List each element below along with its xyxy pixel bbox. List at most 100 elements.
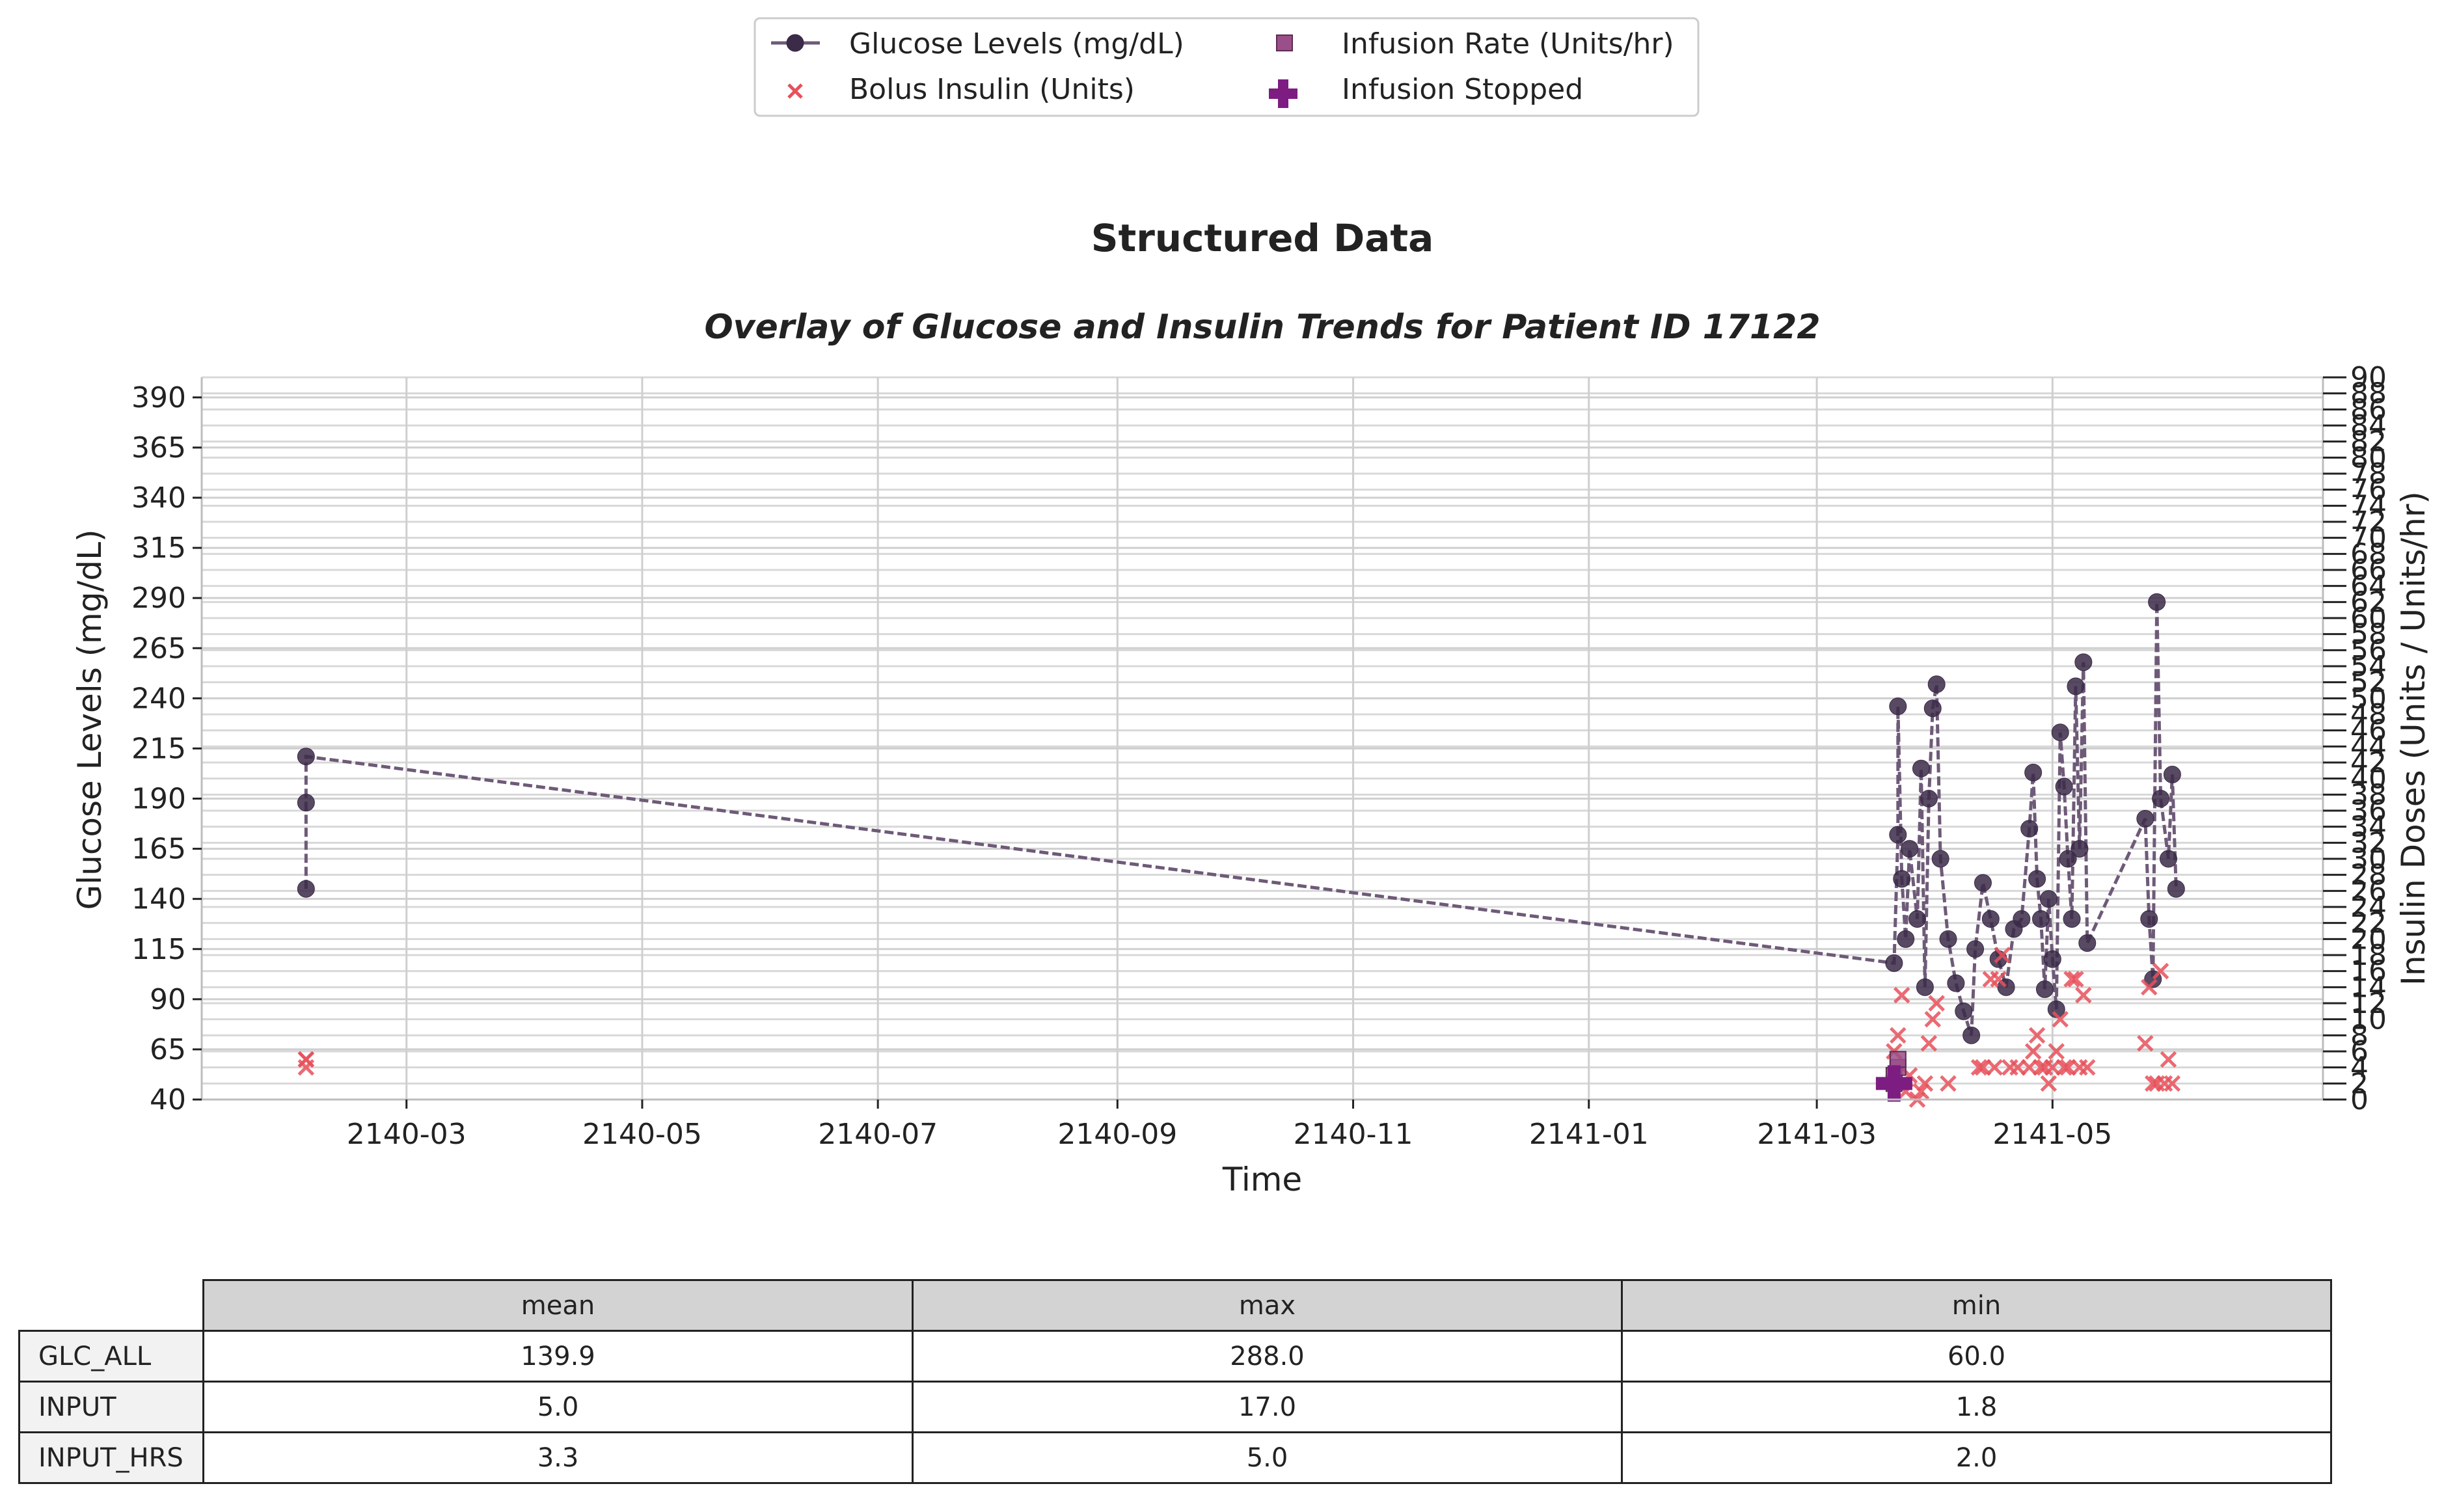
bolus-point [2141,979,2158,996]
y2-tick-label: 64 [2350,570,2387,603]
glucose-point [297,880,315,898]
glucose-point [1955,1002,1973,1020]
bolus-point [2079,1059,2096,1076]
figure-title: Structured Data [1091,216,1434,260]
stats-cell: 3.3 [202,1431,914,1484]
glucose-point [2013,910,2031,928]
y-axis-label: Glucose Levels (mg/dL) [71,530,109,910]
glucose-point [2020,820,2039,838]
glucose-point [1966,940,1985,958]
y2-tick-label: 56 [2350,634,2387,667]
bolus-point [1916,1075,1934,1092]
bolus-point [2152,962,2169,980]
y-tick-label: 390 [131,381,186,414]
bolus-point [2075,986,2092,1004]
y2-tick-label: 82 [2350,425,2387,459]
y2-tick-label: 6 [2350,1035,2369,1068]
y2-tick-label: 24 [2350,891,2387,924]
infusion-rate-point [1889,1051,1907,1068]
glucose-point [2159,850,2177,868]
legend-infusion-stopped-plus-icon [1269,79,1297,108]
bolus-point [1970,1059,1988,1076]
y2-tick-label: 26 [2350,874,2387,908]
y-tick-label: 340 [131,481,186,515]
glucose-point [2071,840,2089,858]
y2-tick-label: 74 [2350,489,2387,522]
stats-col-header: mean [202,1279,914,1332]
y2-tick-label: 18 [2350,939,2387,972]
x-tick-label: 2141-05 [1992,1118,2112,1151]
bolus-point [2048,1043,2065,1060]
glucose-point [1885,954,1903,972]
stats-cell: 288.0 [912,1330,1623,1383]
stats-cell: 5.0 [202,1381,914,1433]
stats-col-header: max [912,1279,1623,1332]
bolus-point [1994,947,2011,964]
y2-tick-label: 72 [2350,506,2387,539]
glucose-point [1893,870,1911,888]
y-tick-label: 140 [131,883,186,916]
bolus-point [2063,971,2080,988]
x-tick-label: 2140-03 [347,1118,467,1151]
y-tick-label: 215 [131,732,186,765]
y2-tick-label: 14 [2350,971,2387,1004]
y2-tick-label: 52 [2350,666,2387,699]
y2-tick-label: 40 [2350,763,2387,796]
stats-corner-cell [19,1280,204,1332]
y-tick-label: 190 [131,783,186,816]
y2-tick-label: 80 [2350,441,2387,474]
stats-row-label: INPUT_HRS [18,1431,204,1484]
legend-frame [754,17,1700,117]
legend-entry-infusion-stopped: Infusion Stopped [1269,73,1583,108]
legend-infusion-rate-label: Infusion Rate (Units/hr) [1342,27,1674,61]
bolus-point [2024,1043,2042,1060]
x-axis-label: Time [1222,1161,1302,1198]
plot-area [297,593,2185,1108]
y2-tick-label: 36 [2350,794,2387,828]
glucose-point [2063,910,2081,928]
bolus-point [1890,1027,1907,1044]
bolus-point [1912,1083,1930,1100]
glucose-point [1920,790,1938,807]
axes: 4065901151401651902152402652903153403653… [131,361,2387,1151]
glucose-point [2067,677,2085,695]
glucose-point [1912,759,1930,777]
glucose-point [1947,974,1965,992]
bolus-point [1928,995,1945,1012]
glucose-point [2163,766,2181,783]
y2-tick-label: 8 [2350,1019,2369,1052]
y-tick-label: 90 [150,983,186,1016]
y2-tick-label: 30 [2350,843,2387,876]
glucose-point [1927,675,1946,694]
glucose-point [1908,910,1927,928]
glucose-point [2148,593,2166,611]
y2-tick-label: 0 [2350,1083,2369,1116]
y-tick-label: 40 [150,1083,186,1116]
glucose-point [2078,934,2097,952]
glucose-point [2051,723,2069,742]
y2-axis-label: Insulin Doses (Units / Units/hr) [2395,491,2432,986]
y2-tick-label: 66 [2350,554,2387,587]
y2-tick-label: 84 [2350,409,2387,442]
stats-table: mean max min GLC_ALL 139.9 288.0 60.0 IN… [18,1279,2332,1484]
glucose-point [1974,874,1992,892]
glucose-point [2074,653,2093,671]
bolus-point [1893,986,1910,1004]
glucose-point [2032,910,2050,928]
stats-cell: 2.0 [1621,1431,2332,1484]
glucose-point [1889,826,1907,844]
bolus-point [1924,1010,1942,1028]
glucose-point [2152,790,2170,807]
bolus-point [297,1051,315,1068]
stats-cell: 1.8 [1621,1381,2332,1433]
glucose-point [2024,763,2043,781]
x-tick-label: 2140-09 [1057,1118,1177,1151]
glucose-point [1939,930,1957,948]
gridlines [202,376,2323,1101]
bolus-point [1986,1059,2003,1076]
y2-tick-label: 44 [2350,730,2387,763]
bolus-point [2137,1034,2154,1052]
bolus-point [1920,1034,1938,1052]
glucose-point [1962,1026,1981,1044]
glucose-point [1981,910,2000,928]
